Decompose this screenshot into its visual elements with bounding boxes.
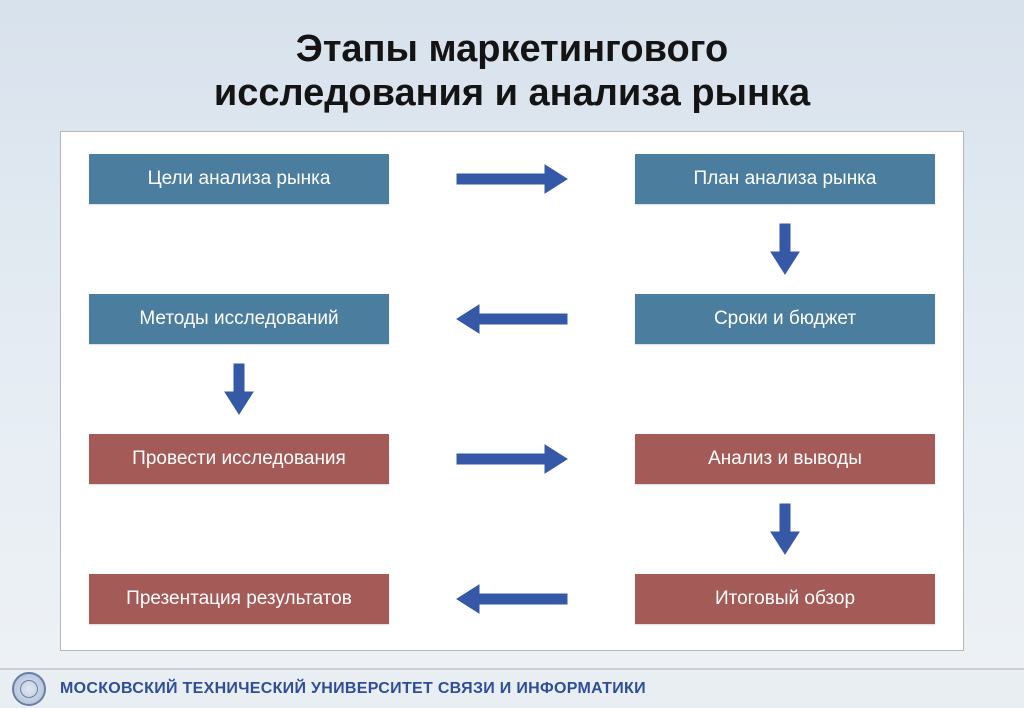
arrow-down-icon bbox=[219, 364, 259, 414]
diagram-vspace-3 bbox=[89, 502, 935, 556]
arrow-right-icon bbox=[457, 439, 567, 479]
node-methods: Методы исследований bbox=[89, 294, 389, 344]
node-plan: План анализа рынка bbox=[635, 154, 935, 204]
diagram-vspace-1 bbox=[89, 222, 935, 276]
vcol-left-1 bbox=[89, 222, 389, 276]
footer-bar: МОСКОВСКИЙ ТЕХНИЧЕСКИЙ УНИВЕРСИТЕТ СВЯЗИ… bbox=[0, 668, 1024, 708]
node-analysis: Анализ и выводы bbox=[635, 434, 935, 484]
arrow-slot-a5 bbox=[389, 439, 635, 479]
diagram-row-3: Провести исследования Анализ и выводы bbox=[89, 434, 935, 484]
node-budget: Сроки и бюджет bbox=[635, 294, 935, 344]
arrow-down-icon bbox=[765, 224, 805, 274]
arrow-left-icon bbox=[457, 299, 567, 339]
diagram-row-1: Цели анализа рынка План анализа рынка bbox=[89, 154, 935, 204]
title-line-2: исследования и анализа рынка bbox=[40, 72, 984, 116]
title-line-1: Этапы маркетингового bbox=[40, 28, 984, 72]
arrow-left-icon bbox=[457, 579, 567, 619]
arrow-right-icon bbox=[457, 159, 567, 199]
slide-title: Этапы маркетингового исследования и анал… bbox=[0, 0, 1024, 125]
node-goals: Цели анализа рынка bbox=[89, 154, 389, 204]
arrow-slot-a7 bbox=[389, 579, 635, 619]
arrow-slot-a1 bbox=[389, 159, 635, 199]
arrow-slot-a4 bbox=[89, 362, 389, 416]
arrow-slot-a6 bbox=[635, 502, 935, 556]
node-conduct: Провести исследования bbox=[89, 434, 389, 484]
flow-diagram: Цели анализа рынка План анализа рынка Ме… bbox=[60, 131, 964, 651]
slide: Этапы маркетингового исследования и анал… bbox=[0, 0, 1024, 708]
vcol-right-2 bbox=[635, 362, 935, 416]
diagram-vspace-2 bbox=[89, 362, 935, 416]
arrow-slot-a3 bbox=[389, 299, 635, 339]
node-review: Итоговый обзор bbox=[635, 574, 935, 624]
arrow-down-icon bbox=[765, 504, 805, 554]
footer-text: МОСКОВСКИЙ ТЕХНИЧЕСКИЙ УНИВЕРСИТЕТ СВЯЗИ… bbox=[60, 680, 646, 698]
node-presentation: Презентация результатов bbox=[89, 574, 389, 624]
diagram-row-4: Презентация результатов Итоговый обзор bbox=[89, 574, 935, 624]
university-seal-icon bbox=[12, 672, 46, 706]
arrow-slot-a2 bbox=[635, 222, 935, 276]
vcol-left-3 bbox=[89, 502, 389, 556]
diagram-row-2: Методы исследований Сроки и бюджет bbox=[89, 294, 935, 344]
